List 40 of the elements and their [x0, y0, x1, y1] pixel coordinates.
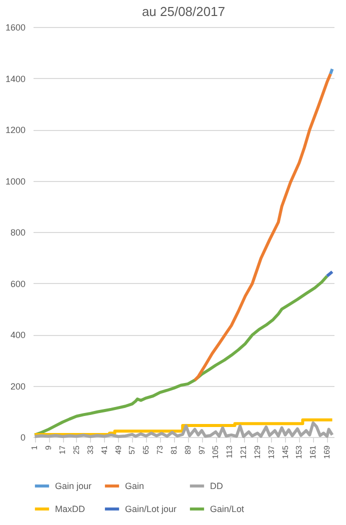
x-tick-label: 113 — [225, 444, 234, 458]
x-tick-label: 97 — [197, 444, 206, 454]
x-tick-label: 89 — [183, 444, 192, 454]
legend-label: Gain jour — [55, 481, 92, 491]
x-tick-label: 153 — [294, 444, 304, 459]
y-tick-label: 0 — [20, 432, 26, 442]
legend-label: Gain/Lot — [210, 504, 245, 514]
x-tick-label: 161 — [308, 444, 318, 459]
y-tick-label: 1400 — [5, 74, 26, 84]
x-tick-label: 33 — [86, 444, 95, 454]
x-tick-label: 169 — [322, 444, 332, 459]
y-tick-label: 800 — [10, 228, 26, 238]
line-series — [193, 72, 332, 382]
y-tick-label: 1600 — [5, 22, 26, 32]
x-tick-label: 145 — [280, 444, 290, 459]
x-tick-label: 57 — [128, 444, 137, 454]
legend-label: Gain/Lot jour — [125, 504, 177, 514]
y-tick-label: 1000 — [5, 176, 26, 186]
legend-label: MaxDD — [55, 504, 86, 514]
x-tick-label: 121 — [239, 444, 248, 459]
y-tick-label: 400 — [10, 330, 26, 340]
x-tick-label: 129 — [252, 444, 262, 459]
x-tick-label: 1 — [30, 444, 40, 450]
y-tick-label: 200 — [10, 381, 26, 392]
y-tick-label: 600 — [10, 278, 26, 289]
legend-label: DD — [210, 481, 224, 491]
chart-title: au 25/08/2017 — [142, 4, 226, 19]
x-tick-label: 9 — [44, 444, 54, 450]
x-tick-label: 105 — [211, 444, 220, 459]
y-tick-label: 1200 — [5, 125, 26, 135]
x-tick-label: 137 — [266, 444, 276, 459]
x-tick-label: 73 — [156, 444, 165, 454]
x-tick-label: 25 — [72, 444, 81, 454]
x-tick-label: 81 — [169, 444, 178, 454]
x-tick-label: 41 — [100, 444, 109, 454]
x-tick-label: 17 — [58, 444, 68, 454]
x-tick-label: 49 — [114, 444, 123, 454]
line-series — [33, 421, 334, 438]
legend-label: Gain — [125, 481, 144, 491]
x-tick-label: 65 — [142, 444, 151, 454]
